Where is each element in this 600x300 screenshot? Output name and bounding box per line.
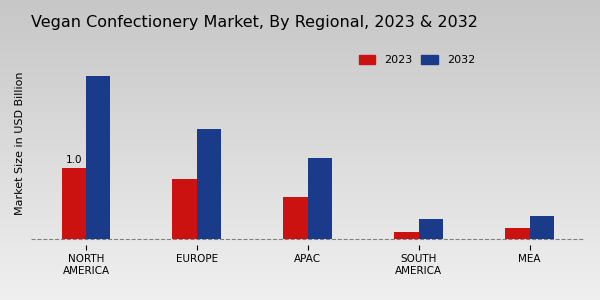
Bar — [62, 168, 86, 239]
Legend: 2023, 2032: 2023, 2032 — [354, 50, 479, 70]
Bar — [197, 129, 221, 239]
Bar — [505, 228, 530, 239]
Y-axis label: Market Size in USD Billion: Market Size in USD Billion — [15, 71, 25, 214]
Text: Vegan Confectionery Market, By Regional, 2023 & 2032: Vegan Confectionery Market, By Regional,… — [31, 15, 478, 30]
Bar — [308, 158, 332, 239]
Bar — [172, 179, 197, 239]
Bar — [283, 196, 308, 239]
Bar — [86, 76, 110, 239]
Bar — [530, 216, 554, 239]
Bar — [419, 219, 443, 239]
Bar — [394, 232, 419, 239]
Text: 1.0: 1.0 — [65, 155, 82, 165]
